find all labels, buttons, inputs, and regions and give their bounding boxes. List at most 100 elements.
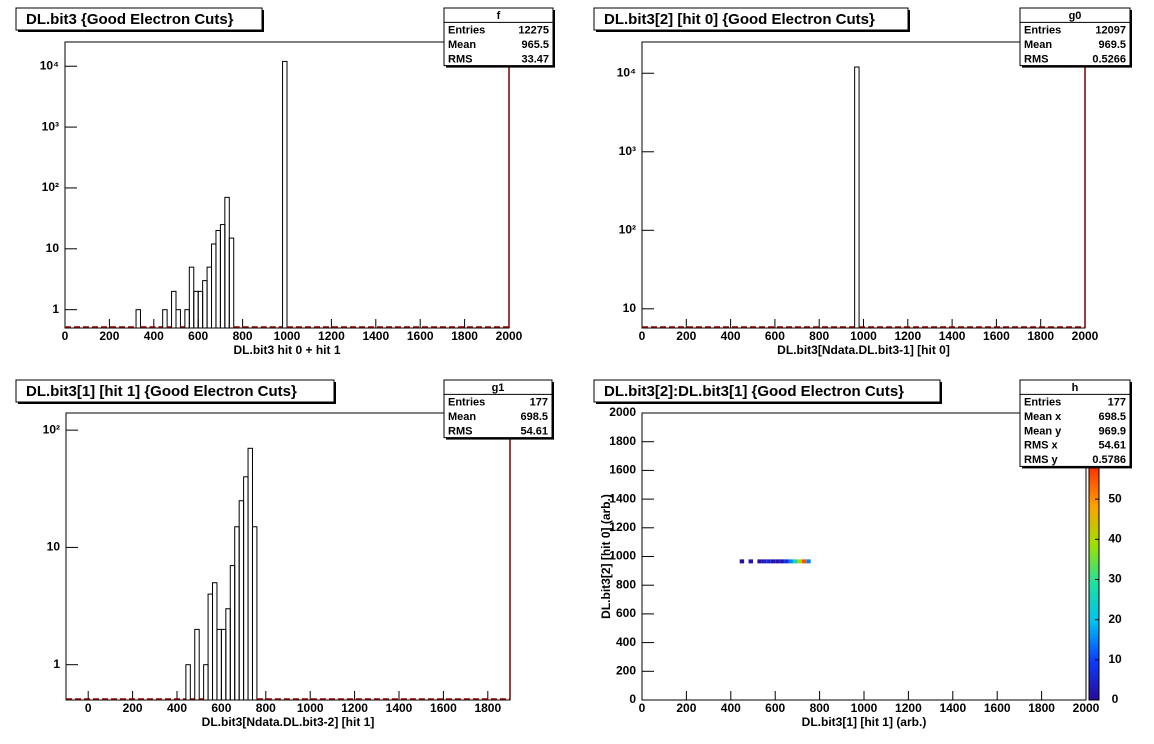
x-tick-label: 1800 (1028, 701, 1055, 715)
y-tick-label: 600 (616, 606, 636, 620)
y-tick-label: 2000 (609, 405, 636, 419)
heat-cell (739, 559, 745, 564)
stats-value: 33.47 (521, 53, 549, 65)
heat-cell (757, 559, 762, 564)
stats-value: 177 (1108, 397, 1126, 409)
y-tick-label: 10 (47, 540, 61, 554)
frame (641, 41, 1086, 329)
stats-label: Entries (1024, 25, 1061, 37)
y-tick-label: 1600 (609, 463, 636, 477)
x-tick-label: 1800 (451, 329, 478, 343)
x-tick-label: 600 (188, 329, 208, 343)
chart-title: DL.bit3[1] [hit 1] {Good Electron Cuts} (26, 383, 297, 400)
frame (641, 412, 1087, 701)
z-tick-label: 40 (1108, 531, 1122, 545)
stats-label: RMS (448, 425, 472, 437)
x-tick-label: 1000 (297, 701, 324, 715)
stats-box (1019, 7, 1131, 67)
stats-value: 54.61 (520, 425, 548, 437)
y-tick-label: 0 (629, 692, 636, 706)
x-tick-label: 0 (639, 329, 646, 343)
hist-bin (185, 664, 191, 701)
heat-cell (784, 559, 789, 564)
hist-bin (194, 628, 200, 701)
y-tick-label: 10² (619, 222, 636, 236)
hist-bin (162, 309, 168, 329)
y-tick-label: 1 (52, 302, 59, 316)
x-axis-label: DL.bit3[Ndata.DL.bit3-1] [hit 0] (777, 343, 950, 357)
x-tick-label: 1600 (430, 701, 457, 715)
x-axis-label: DL.bit3[Ndata.DL.bit3-2] [hit 1] (202, 715, 375, 729)
heat-cell (748, 559, 753, 564)
heat-cell (766, 559, 771, 564)
x-tick-label: 800 (233, 329, 253, 343)
x-tick-label: 200 (676, 701, 696, 715)
x-tick-label: 1400 (362, 329, 389, 343)
stats-label: Entries (448, 397, 485, 409)
chart-title: DL.bit3 {Good Electron Cuts} (26, 11, 234, 28)
y-axis-label: DL.bit3[2] [hit 0] (arb.) (599, 494, 613, 619)
y-tick-label: 1800 (609, 434, 636, 448)
x-tick-label: 1400 (939, 701, 966, 715)
x-tick-label: 0 (85, 701, 92, 715)
x-tick-label: 600 (765, 329, 785, 343)
stats-label: Mean y (1024, 425, 1062, 437)
stats-box (443, 7, 554, 67)
z-tick-label: 0 (1112, 692, 1119, 706)
x-tick-label: 2000 (1073, 701, 1100, 715)
title-box (15, 379, 335, 403)
x-tick-label: 1200 (895, 701, 922, 715)
z-tick-label: 30 (1108, 572, 1122, 586)
x-tick-label: 1600 (407, 329, 434, 343)
chart-title: DL.bit3[2]:DL.bit3[1] {Good Electron Cut… (604, 383, 904, 400)
stats-value: 177 (530, 397, 548, 409)
x-tick-label: 200 (99, 329, 119, 343)
y-tick-label: 10³ (619, 144, 636, 158)
stats-value: 12097 (1095, 25, 1126, 37)
heat-cell (788, 559, 793, 564)
heat-cell (801, 559, 807, 564)
stats-label: Mean (1024, 39, 1052, 51)
x-tick-label: 1400 (939, 329, 966, 343)
x-tick-label: 400 (144, 329, 164, 343)
hist-bin (228, 237, 235, 329)
stats-value: 965.5 (521, 39, 549, 51)
x-tick-label: 1600 (984, 701, 1011, 715)
stats-label: Mean (448, 411, 476, 423)
x-tick-label: 1000 (850, 329, 877, 343)
x-tick-label: 200 (676, 329, 696, 343)
stats-label: Mean x (1024, 411, 1062, 423)
y-tick-label: 1000 (609, 549, 636, 563)
y-tick-label: 10 (623, 301, 637, 315)
stats-value: 698.5 (520, 411, 548, 423)
frame (65, 412, 511, 701)
x-tick-label: 1000 (274, 329, 301, 343)
title-box (593, 379, 941, 403)
stats-label: Entries (1024, 397, 1061, 409)
stats-value: 54.61 (1098, 440, 1126, 452)
heat-cell (792, 559, 798, 564)
hist-bin (175, 309, 181, 329)
stats-value: 0.5266 (1092, 53, 1126, 65)
y-tick-label: 400 (616, 635, 636, 649)
heat-cell (761, 559, 767, 564)
x-tick-label: 1400 (386, 701, 413, 715)
x-tick-label: 400 (721, 701, 741, 715)
y-tick-label: 10² (42, 180, 59, 194)
x-tick-label: 600 (765, 701, 785, 715)
y-tick-label: 200 (616, 663, 636, 677)
stats-label: RMS x (1024, 440, 1059, 452)
x-tick-label: 0 (62, 329, 69, 343)
stats-name: h (1072, 382, 1079, 394)
stats-box (443, 379, 553, 439)
stats-label: Entries (448, 25, 485, 37)
x-tick-label: 400 (167, 701, 187, 715)
y-tick-label: 10⁴ (40, 58, 59, 72)
hist-bin (282, 60, 288, 329)
hist-bin (251, 526, 258, 701)
x-tick-label: 800 (256, 701, 276, 715)
x-tick-label: 1200 (318, 329, 345, 343)
y-tick-label: 800 (616, 577, 636, 591)
stats-value: 0.5786 (1092, 454, 1126, 466)
